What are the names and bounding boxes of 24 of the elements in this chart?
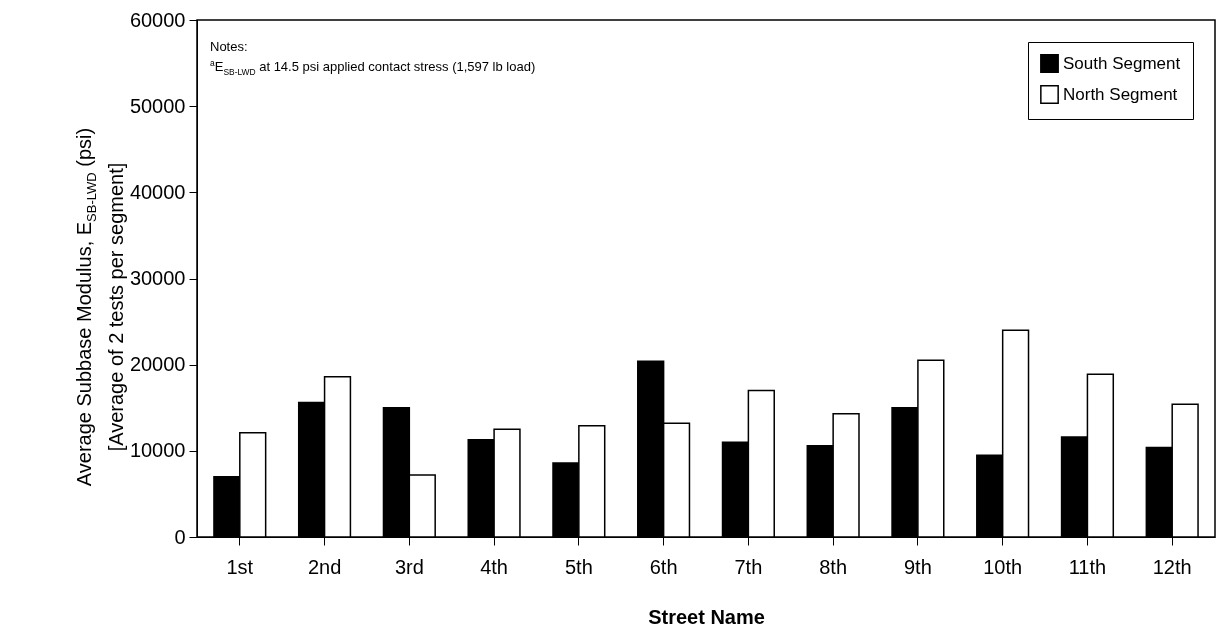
y-tick-label: 40000 xyxy=(129,180,186,203)
y-tick-label: 0 xyxy=(174,525,186,548)
x-tick-label: 2nd xyxy=(307,555,342,578)
x-axis-title: Street Name xyxy=(648,605,765,628)
x-tick-label: 8th xyxy=(819,555,848,578)
legend-label: South Segment xyxy=(1063,53,1181,73)
x-tick-label: 7th xyxy=(734,555,763,578)
x-tick-label: 6th xyxy=(649,555,678,578)
y-tick-label: 50000 xyxy=(129,94,186,117)
y-tick-label: 20000 xyxy=(129,353,186,376)
x-tick-label: 12th xyxy=(1152,555,1192,578)
x-tick-label: 5th xyxy=(564,555,593,578)
legend-label: North Segment xyxy=(1063,84,1178,104)
x-tick-label: 10th xyxy=(983,555,1023,578)
y-tick-label: 30000 xyxy=(129,267,186,289)
y-tick-label: 10000 xyxy=(129,439,186,462)
annotation: Notes: xyxy=(210,39,248,54)
x-tick-label: 4th xyxy=(480,555,508,578)
annotation: $^{a}$E$_{SB-LWD}$ at 14.5 psi applied contact stress (1,597 lb load) xyxy=(210,58,536,77)
x-tick-label: 1st xyxy=(226,555,254,578)
x-tick-label: 9th xyxy=(904,555,932,578)
x-tick-label: 3rd xyxy=(394,555,424,578)
y-tick-label: 60000 xyxy=(129,8,186,31)
x-tick-label: 11th xyxy=(1068,555,1107,578)
